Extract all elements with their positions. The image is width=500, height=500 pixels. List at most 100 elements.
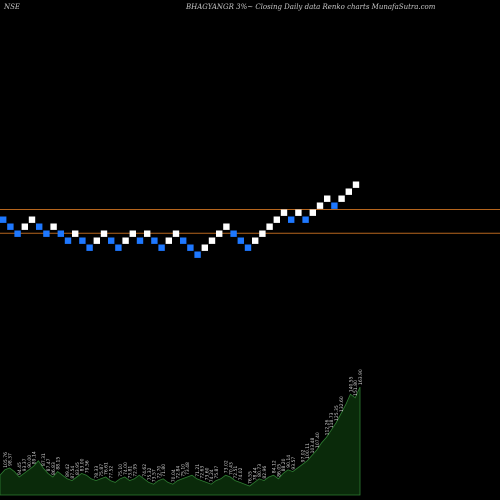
renko-brick-down (115, 244, 122, 251)
price-label: 79.56 (84, 460, 90, 473)
renko-brick-up (172, 230, 180, 237)
price-label: 87.54 (70, 466, 76, 479)
price-label: 74.24 (209, 469, 215, 482)
price-label: 78.44 (252, 467, 258, 480)
price-label: 74.02 (238, 467, 244, 480)
renko-brick-down (194, 251, 201, 258)
price-label: 87.47 (46, 458, 52, 471)
renko-brick-up (165, 237, 172, 244)
renko-brick-down (86, 244, 93, 251)
renko-brick-down (151, 237, 158, 244)
renko-brick-up (122, 237, 129, 244)
price-label: 87.31 (41, 453, 47, 466)
price-label: 93.57 (291, 457, 297, 470)
price-label: 72.70 (156, 466, 162, 479)
price-label: 89.14 (32, 451, 38, 464)
renko-brick-down (230, 230, 237, 237)
renko-brick-up (259, 230, 266, 237)
renko-brick-up (21, 223, 28, 230)
exchange-label: NSE (4, 3, 21, 11)
price-label: 74.62 (142, 464, 148, 477)
renko-brick-up (352, 181, 360, 188)
renko-brick-down (237, 237, 244, 244)
renko-brick-down (14, 230, 21, 237)
price-label: 86.83 (51, 462, 57, 475)
renko-brick-up (93, 237, 100, 244)
renko-brick-up (266, 223, 273, 230)
renko-brick-up (50, 223, 57, 230)
renko-brick-down (302, 216, 309, 223)
price-label: 71.80 (161, 464, 167, 477)
price-label: 75.87 (99, 464, 105, 477)
price-label: 103.48 (310, 438, 316, 454)
renko-brick-up (100, 230, 108, 237)
volume-area (0, 386, 361, 496)
price-label: 76.61 (104, 462, 110, 475)
renko-brick-up (144, 230, 151, 237)
price-label: 73.48 (185, 462, 191, 475)
price-label: 88.20 (281, 458, 287, 471)
renko-brick-up (316, 202, 324, 209)
renko-brick-down (331, 202, 338, 209)
reference-lines (0, 209, 500, 234)
price-label: 75.10 (180, 464, 186, 477)
price-label: 73.57 (152, 469, 158, 482)
price-label: 72.63 (200, 466, 206, 479)
price-label: 80.73 (257, 464, 263, 477)
renko-bricks (0, 181, 360, 258)
chart-title: BHAGYANGR 3%~ Closing Daily data Renko c… (186, 3, 436, 11)
renko-brick-down (0, 216, 7, 223)
price-label: 71.21 (195, 464, 201, 477)
price-label: 100.11 (305, 443, 311, 459)
price-label: 72.95 (132, 464, 138, 477)
renko-brick-up (252, 237, 259, 244)
price-label: 90.00 (27, 455, 33, 468)
price-label: 70.04 (171, 469, 177, 482)
price-label: 93.37 (22, 458, 28, 471)
price-label: 132.60 (339, 396, 345, 412)
price-label: 105.76 (3, 452, 9, 468)
renko-brick-down (136, 237, 144, 244)
renko-brick-down (57, 230, 64, 237)
price-label: 88.15 (56, 457, 62, 470)
renko-brick-up (324, 195, 331, 202)
renko-brick-down (244, 244, 252, 251)
price-label: 78.33 (94, 466, 100, 479)
price-label: 84.12 (272, 460, 278, 473)
renko-brick-up (223, 223, 230, 230)
price-label: 82.96 (262, 466, 268, 479)
price-label: 72.84 (176, 466, 182, 479)
renko-brick-down (187, 244, 194, 251)
price-label: 89.42 (65, 464, 71, 477)
renko-brick-down (36, 223, 43, 230)
price-label: 112.26 (324, 420, 330, 436)
renko-brick-down (64, 237, 72, 244)
price-label: 73.81 (128, 466, 134, 479)
price-label: 118.73 (329, 412, 335, 428)
renko-brick-up (280, 209, 288, 216)
volume-area-path (0, 386, 361, 496)
renko-brick-down (43, 230, 50, 237)
price-label: 73.02 (224, 460, 230, 473)
price-label: 151.80 (353, 380, 359, 396)
renko-brick-up (309, 209, 316, 216)
price-label: 74.00 (123, 462, 129, 475)
renko-brick-up (338, 195, 345, 202)
price-label: 107.40 (315, 432, 321, 448)
renko-brick-down (158, 244, 165, 251)
renko-brick-up (201, 244, 208, 251)
price-label: 98.37 (8, 453, 14, 466)
renko-brick-up (28, 216, 36, 223)
renko-brick-down (108, 237, 115, 244)
renko-brick-up (72, 230, 79, 237)
renko-brick-down (180, 237, 187, 244)
price-label: 140.55 (348, 376, 354, 392)
price-label: 75.10 (118, 464, 124, 477)
price-label: 163.90 (358, 369, 364, 385)
price-label: 76.55 (248, 471, 254, 484)
renko-brick-down (7, 223, 14, 230)
price-label: 75.87 (214, 466, 220, 479)
price-label: 73.60 (204, 467, 210, 480)
